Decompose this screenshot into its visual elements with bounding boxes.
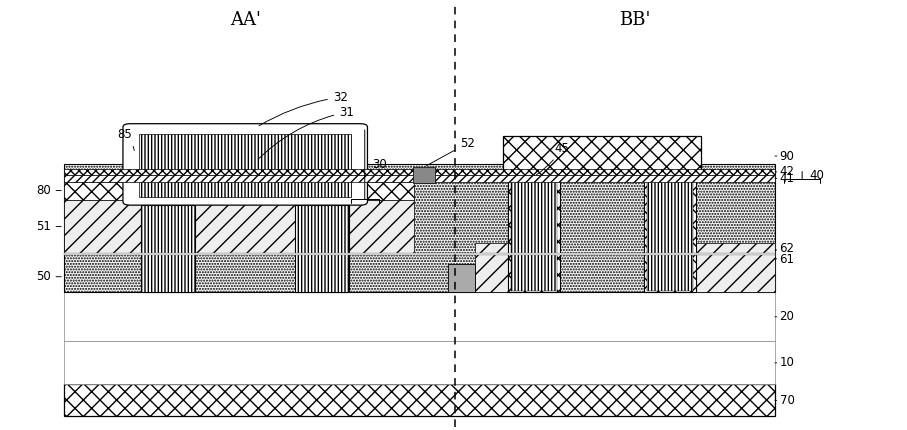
- Text: 52: 52: [426, 137, 474, 166]
- Bar: [644, 176, 697, 292]
- Text: 42: 42: [775, 166, 795, 178]
- Text: 32: 32: [259, 91, 347, 126]
- Text: 51: 51: [35, 220, 62, 233]
- Text: 41: 41: [775, 172, 795, 185]
- Bar: [295, 205, 349, 292]
- Bar: [64, 200, 141, 254]
- Bar: [64, 169, 775, 175]
- Bar: [64, 175, 775, 181]
- Text: AA': AA': [229, 11, 260, 29]
- Bar: [508, 176, 561, 292]
- Text: 50: 50: [35, 270, 62, 283]
- Bar: [349, 181, 414, 200]
- Text: 61: 61: [775, 253, 795, 266]
- Text: 31: 31: [258, 105, 354, 159]
- Text: 30: 30: [372, 158, 386, 171]
- Bar: [475, 243, 508, 292]
- Bar: [64, 163, 775, 292]
- Text: 90: 90: [775, 150, 795, 163]
- Bar: [512, 177, 557, 291]
- Bar: [64, 384, 775, 416]
- Bar: [413, 167, 435, 183]
- Bar: [64, 341, 775, 384]
- Bar: [195, 200, 295, 254]
- Bar: [349, 200, 414, 254]
- Bar: [140, 134, 351, 197]
- Bar: [697, 243, 775, 292]
- Bar: [195, 181, 295, 200]
- Text: 62: 62: [775, 243, 795, 255]
- Bar: [503, 136, 701, 176]
- Text: 70: 70: [775, 394, 795, 407]
- Text: 80: 80: [35, 184, 62, 197]
- Bar: [64, 253, 775, 255]
- Text: BB': BB': [619, 11, 650, 29]
- Text: 10: 10: [775, 356, 795, 369]
- Bar: [448, 264, 475, 292]
- Bar: [141, 205, 195, 292]
- Text: 45: 45: [536, 142, 570, 175]
- FancyBboxPatch shape: [123, 124, 367, 205]
- Bar: [64, 181, 141, 200]
- Text: 20: 20: [775, 310, 795, 323]
- Bar: [64, 292, 775, 341]
- Bar: [648, 177, 693, 291]
- Text: 40: 40: [809, 169, 824, 181]
- Text: 85: 85: [117, 128, 134, 150]
